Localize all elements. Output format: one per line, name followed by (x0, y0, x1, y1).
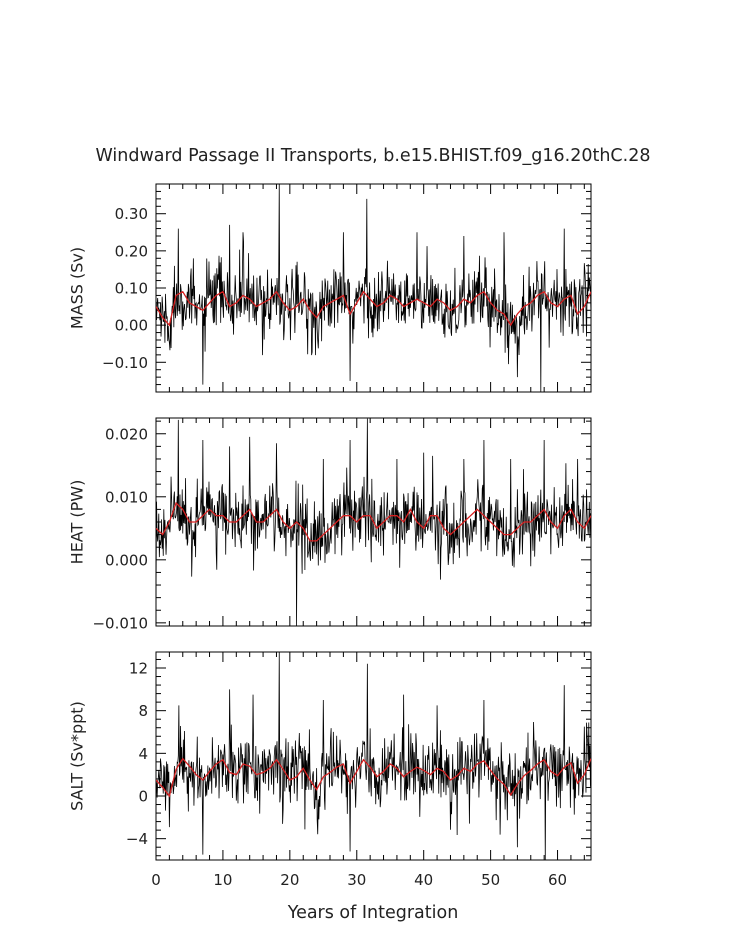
salt-frame (155, 651, 592, 861)
mass-ytick-label: −0.10 (102, 354, 148, 372)
salt-annual-line (156, 757, 591, 798)
mass-ylabel: MASS (Sv) (68, 247, 87, 329)
figure-title: Windward Passage II Transports, b.e15.BH… (96, 146, 651, 166)
xtick-label: 10 (213, 871, 232, 889)
mass-ytick-label: 0.30 (115, 205, 148, 223)
mass-ytick-label: 0.00 (115, 317, 148, 335)
heat-ylabel: HEAT (PW) (68, 480, 87, 565)
salt-ytick-label: 12 (129, 660, 148, 678)
xtick-label: 30 (347, 871, 366, 889)
mass-annual-line (156, 290, 591, 327)
salt-panel: −4 0 4 8 12 0 10 20 30 40 50 60 (126, 651, 592, 889)
heat-ytick-label: 0.020 (105, 425, 148, 443)
mass-panel: −0.10 0.00 0.10 0.20 0.30 (102, 183, 592, 393)
mass-monthly-line (156, 184, 591, 392)
salt-ytick-label: 8 (138, 702, 148, 720)
mass-ytick-label: 0.20 (115, 242, 148, 260)
mass-ytick-label: 0.10 (115, 280, 148, 298)
xtick-label: 0 (151, 871, 161, 889)
heat-panel: −0.010 0.000 0.010 0.020 (92, 417, 592, 632)
heat-monthly-line (156, 418, 591, 626)
salt-ytick-label: 0 (138, 788, 148, 806)
xtick-label: 50 (481, 871, 500, 889)
heat-ytick-label: 0.010 (105, 488, 148, 506)
salt-monthly-line (156, 652, 591, 860)
x-axis-label: Years of Integration (287, 903, 459, 923)
heat-ytick-label: −0.010 (92, 614, 148, 632)
salt-ylabel: SALT (Sv*ppt) (68, 701, 87, 811)
heat-ytick-label: 0.000 (105, 551, 148, 569)
xtick-label: 40 (414, 871, 433, 889)
heat-annual-line (156, 501, 591, 542)
xtick-label: 60 (548, 871, 567, 889)
salt-ytick-label: 4 (138, 745, 148, 763)
salt-ytick-label: −4 (126, 830, 148, 848)
xtick-label: 20 (280, 871, 299, 889)
